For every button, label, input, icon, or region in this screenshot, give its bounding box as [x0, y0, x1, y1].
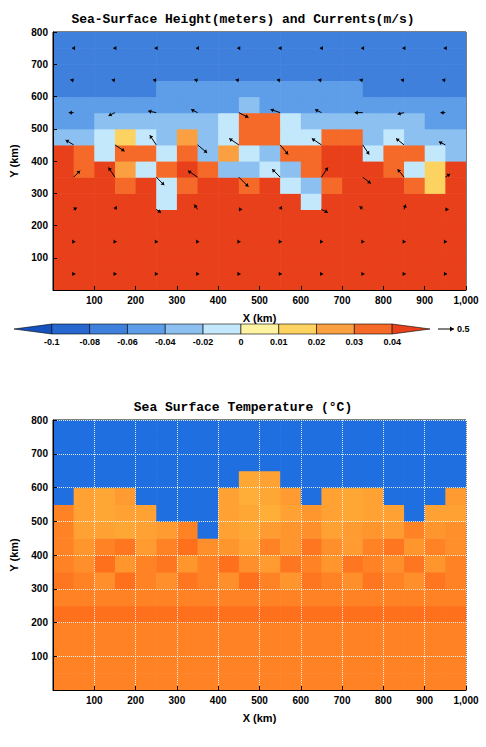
svg-text:-0.04: -0.04 [155, 337, 176, 347]
svg-text:Sea-Surface Height(meters) and: Sea-Surface Height(meters) and Currents(… [71, 12, 414, 27]
svg-text:500: 500 [251, 295, 268, 306]
svg-text:400: 400 [210, 295, 227, 306]
svg-text:200: 200 [127, 695, 144, 706]
svg-text:Y (km): Y (km) [8, 538, 20, 572]
svg-text:1,000: 1,000 [453, 695, 478, 706]
svg-text:600: 600 [292, 295, 309, 306]
svg-text:Sea Surface Temperature (°C): Sea Surface Temperature (°C) [134, 400, 352, 415]
svg-text:900: 900 [416, 295, 433, 306]
svg-text:100: 100 [31, 252, 48, 263]
svg-text:0: 0 [238, 337, 243, 347]
svg-text:500: 500 [251, 695, 268, 706]
svg-text:800: 800 [31, 415, 48, 426]
svg-text:300: 300 [31, 583, 48, 594]
svg-text:300: 300 [31, 188, 48, 199]
svg-text:200: 200 [31, 220, 48, 231]
svg-text:0.03: 0.03 [346, 337, 364, 347]
svg-text:500: 500 [31, 516, 48, 527]
svg-text:-0.02: -0.02 [193, 337, 214, 347]
svg-text:300: 300 [169, 295, 186, 306]
svg-text:800: 800 [375, 695, 392, 706]
svg-text:700: 700 [334, 295, 351, 306]
svg-text:200: 200 [31, 617, 48, 628]
svg-text:400: 400 [210, 695, 227, 706]
svg-text:900: 900 [416, 695, 433, 706]
svg-text:200: 200 [127, 295, 144, 306]
svg-text:Y (km): Y (km) [8, 144, 20, 178]
svg-text:-0.06: -0.06 [117, 337, 138, 347]
svg-text:500: 500 [31, 123, 48, 134]
svg-text:600: 600 [31, 91, 48, 102]
svg-text:600: 600 [292, 695, 309, 706]
svg-text:600: 600 [31, 482, 48, 493]
svg-text:0.5: 0.5 [457, 324, 470, 334]
svg-text:1,000: 1,000 [453, 295, 478, 306]
svg-text:100: 100 [31, 651, 48, 662]
svg-text:X (km): X (km) [243, 312, 277, 324]
svg-text:0.04: 0.04 [383, 337, 401, 347]
svg-text:700: 700 [31, 59, 48, 70]
svg-text:400: 400 [31, 156, 48, 167]
svg-text:100: 100 [86, 295, 103, 306]
svg-text:300: 300 [169, 695, 186, 706]
svg-text:-0.1: -0.1 [44, 337, 60, 347]
svg-text:800: 800 [31, 27, 48, 38]
svg-text:700: 700 [334, 695, 351, 706]
svg-text:700: 700 [31, 448, 48, 459]
svg-text:400: 400 [31, 550, 48, 561]
svg-text:-0.08: -0.08 [79, 337, 100, 347]
svg-text:0.02: 0.02 [308, 337, 326, 347]
svg-text:0.01: 0.01 [270, 337, 288, 347]
svg-text:800: 800 [375, 295, 392, 306]
svg-text:100: 100 [86, 695, 103, 706]
svg-text:X (km): X (km) [243, 712, 277, 724]
